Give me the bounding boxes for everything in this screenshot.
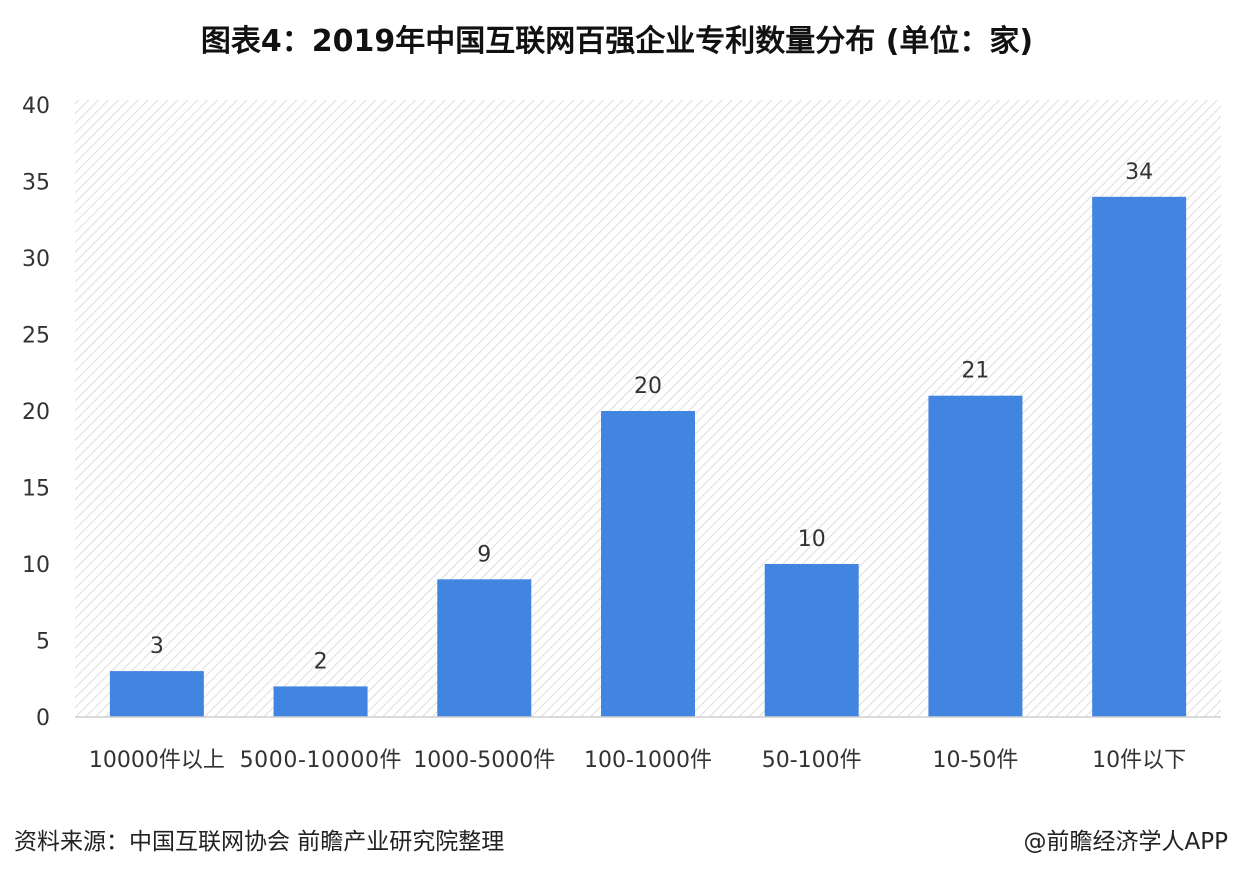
bar-value-label: 20 [634,374,662,399]
bar [437,579,532,717]
x-tick-label: 1000-5000件 [413,748,555,773]
bar-value-label: 10 [798,527,826,552]
brand-note: @前瞻经济学人APP [1023,829,1228,855]
y-tick-label: 25 [22,324,50,349]
bar [928,395,1023,717]
y-tick-label: 30 [22,247,50,272]
bar-value-label: 2 [314,649,328,674]
bars-group: 3 2 9 20 10 21 34 [109,160,1187,718]
y-tick-label: 10 [22,553,50,578]
y-tick-label: 5 [36,630,50,655]
x-tick-label: 100-1000件 [584,748,712,773]
bar-value-label: 34 [1125,160,1153,185]
x-axis: 10000件以上 5000-10000件 1000-5000件 100-1000件 50… [75,716,1221,773]
bar [1092,196,1187,718]
y-tick-label: 15 [22,477,50,502]
y-tick-label: 40 [22,94,50,119]
y-axis: 0 5 10 15 20 25 30 35 40 [22,94,50,731]
x-tick-label: 50-100件 [762,748,862,773]
bar-value-label: 21 [961,359,989,384]
y-tick-label: 35 [22,171,50,196]
x-tick-label: 5000-10000件 [240,748,402,773]
bar-value-label: 3 [150,634,164,659]
x-tick-label: 10000件以上 [89,748,225,773]
y-tick-label: 0 [36,706,50,731]
bar [273,686,368,717]
source-note: 资料来源：中国互联网协会 前瞻产业研究院整理 [14,829,505,855]
bar [109,671,204,717]
x-tick-label: 10件以下 [1092,748,1186,773]
chart-title: 图表4：2019年中国互联网百强企业专利数量分布 (单位：家) [200,24,1034,59]
bar [764,564,859,717]
y-tick-label: 20 [22,400,50,425]
bar-value-label: 9 [477,542,491,567]
x-tick-label: 10-50件 [932,748,1018,773]
bar [601,411,695,717]
